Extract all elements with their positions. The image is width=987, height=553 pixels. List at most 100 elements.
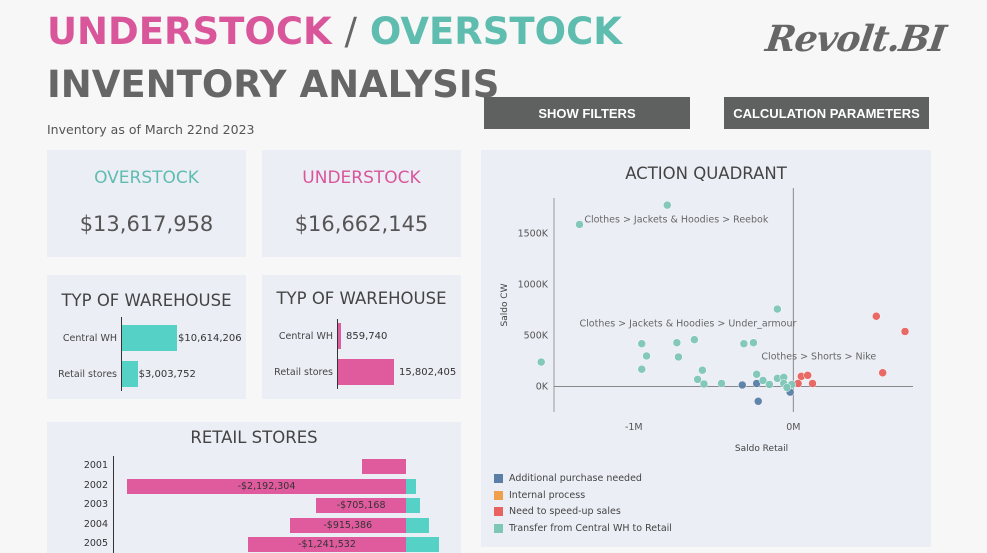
quadrant-data-point[interactable] xyxy=(693,375,702,384)
title-understock: UNDERSTOCK xyxy=(47,10,332,53)
legend-item[interactable]: Internal process xyxy=(494,490,585,501)
warehouse-understock-axis xyxy=(337,319,338,389)
title-overstock: OVERSTOCK xyxy=(369,10,622,53)
legend-swatch xyxy=(494,474,503,483)
dashboard-subtitle: INVENTORY ANALYSIS xyxy=(47,63,500,106)
warehouse-understock-value-retail: 15,802,405 xyxy=(399,367,457,378)
retail-stores-negative-bar[interactable] xyxy=(247,537,406,552)
retail-stores-positive-bar[interactable] xyxy=(406,537,440,552)
quadrant-data-point[interactable] xyxy=(536,357,546,367)
understock-kpi-label: UNDERSTOCK xyxy=(302,168,421,188)
retail-stores-title: RETAIL STORES xyxy=(190,428,318,447)
quadrant-y-axis-label: Saldo CW xyxy=(500,283,510,326)
warehouse-understock-value-central: 859,740 xyxy=(346,331,388,342)
legend-item[interactable]: Need to speed-up sales xyxy=(494,506,621,517)
quadrant-data-point[interactable] xyxy=(752,370,761,379)
brand-logo: Revolt.BI xyxy=(763,18,948,60)
quadrant-data-point[interactable] xyxy=(765,380,774,389)
overstock-kpi-label: OVERSTOCK xyxy=(94,168,199,188)
warehouse-understock-label-central: Central WH xyxy=(278,331,333,342)
quadrant-data-point[interactable] xyxy=(690,335,699,344)
retail-stores-year-label: 2005 xyxy=(83,538,108,549)
warehouse-understock-label-retail: Retail stores xyxy=(274,367,333,378)
retail-stores-positive-bar[interactable] xyxy=(406,478,417,494)
title-slash: / xyxy=(344,10,358,53)
quadrant-data-point[interactable] xyxy=(878,368,887,378)
quadrant-x-tick-label: -1M xyxy=(625,422,643,433)
quadrant-y-tick-label: 1500K xyxy=(518,229,549,240)
quadrant-data-point[interactable] xyxy=(717,379,726,388)
legend-label: Additional purchase needed xyxy=(509,473,642,484)
quadrant-data-point[interactable] xyxy=(782,383,792,392)
retail-stores-year-label: 2002 xyxy=(83,479,108,491)
warehouse-overstock-bar-central[interactable] xyxy=(122,325,177,351)
retail-stores-negative-bar[interactable] xyxy=(362,459,406,474)
warehouse-overstock-card: TYP OF WAREHOUSE Central WH Retail store… xyxy=(47,275,246,399)
quadrant-x-tick-label: 0M xyxy=(786,422,800,433)
retail-stores-axis xyxy=(113,456,114,553)
quadrant-data-point[interactable] xyxy=(803,371,812,380)
legend-item[interactable]: Transfer from Central WH to Retail xyxy=(494,523,672,534)
legend-item[interactable]: Additional purchase needed xyxy=(494,473,642,484)
quadrant-x-axis-label: Saldo Retail xyxy=(735,444,788,454)
quadrant-data-point[interactable] xyxy=(749,338,758,347)
quadrant-data-point[interactable] xyxy=(699,379,709,389)
calculation-parameters-button[interactable]: CALCULATION PARAMETERS xyxy=(724,97,929,129)
retail-stores-value-label: -$1,241,532 xyxy=(298,539,356,550)
quadrant-annotation: Clothes > Jackets & Hoodies > Reebok xyxy=(584,214,769,225)
legend-swatch xyxy=(494,490,503,500)
retail-stores-value-label: -$915,386 xyxy=(323,519,373,531)
quadrant-data-point[interactable] xyxy=(575,220,584,229)
quadrant-data-point[interactable] xyxy=(642,351,651,361)
quadrant-annotation: Clothes > Shorts > Nike xyxy=(761,352,876,363)
understock-kpi-value: $16,662,145 xyxy=(294,212,429,236)
quadrant-data-point[interactable] xyxy=(758,376,768,385)
warehouse-overstock-bar-retail[interactable] xyxy=(122,361,138,387)
quadrant-data-point[interactable] xyxy=(672,338,682,347)
action-quadrant-chart[interactable]: 0K 500K 1000K 1500K -1M 0M Saldo Retail Saldo C… xyxy=(481,150,931,460)
retail-stores-positive-bar[interactable] xyxy=(406,517,429,533)
quadrant-data-point[interactable] xyxy=(698,365,707,375)
action-quadrant-title: ACTION QUADRANT xyxy=(625,164,787,183)
quadrant-y-tick-label: 1000K xyxy=(518,280,549,291)
quadrant-data-point[interactable] xyxy=(739,339,749,348)
dashboard-title: UNDERSTOCK / OVERSTOCK xyxy=(47,10,622,53)
action-quadrant-card: ACTION QUADRANT 0K 500K 1000K 1500K -1M 0M Sal… xyxy=(481,150,931,547)
quadrant-data-point[interactable] xyxy=(637,339,647,348)
retail-stores-year-label: 2003 xyxy=(83,499,108,510)
quadrant-y-tick-label: 500K xyxy=(524,331,549,342)
quadrant-data-point[interactable] xyxy=(663,200,672,210)
warehouse-overstock-title: TYP OF WAREHOUSE xyxy=(61,291,232,310)
retail-stores-value-label: -$705,168 xyxy=(336,500,386,511)
understock-kpi-card[interactable]: UNDERSTOCK $16,662,145 xyxy=(262,150,461,257)
retail-stores-negative-bar[interactable] xyxy=(127,478,406,494)
retail-stores-negative-bar[interactable] xyxy=(289,517,406,533)
quadrant-data-point[interactable] xyxy=(773,304,782,314)
retail-stores-negative-bar[interactable] xyxy=(316,498,406,513)
warehouse-understock-bar-retail[interactable] xyxy=(338,359,394,385)
legend-label: Need to speed-up sales xyxy=(509,506,621,517)
warehouse-understock-title: TYP OF WAREHOUSE xyxy=(276,289,447,308)
quadrant-data-point[interactable] xyxy=(872,311,881,321)
quadrant-data-point[interactable] xyxy=(753,397,763,406)
warehouse-overstock-value-central: $10,614,206 xyxy=(178,333,242,344)
warehouse-overstock-label-central: Central WH xyxy=(62,333,117,344)
retail-stores-positive-bar[interactable] xyxy=(406,498,420,513)
quadrant-data-point[interactable] xyxy=(738,380,747,390)
warehouse-understock-bar-central[interactable] xyxy=(338,323,342,349)
overstock-kpi-card[interactable]: OVERSTOCK $13,617,958 xyxy=(47,150,246,257)
retail-stores-year-label: 2001 xyxy=(83,460,108,471)
show-filters-button[interactable]: SHOW FILTERS xyxy=(484,97,690,129)
warehouse-overstock-value-retail: $3,003,752 xyxy=(138,369,196,380)
legend-swatch xyxy=(494,523,503,533)
quadrant-data-point[interactable] xyxy=(808,379,817,388)
inventory-date: Inventory as of March 22nd 2023 xyxy=(47,122,255,137)
legend-label: Internal process xyxy=(509,489,586,501)
quadrant-annotation: Clothes > Jackets & Hoodies > Under_armo… xyxy=(580,318,797,329)
retail-stores-card: RETAIL STORES 2001 2002 -$2,192,304 2003 -$7… xyxy=(47,422,461,553)
retail-stores-value-label: -$2,192,304 xyxy=(237,480,296,492)
quadrant-data-point[interactable] xyxy=(637,364,647,374)
warehouse-overstock-axis xyxy=(121,317,122,391)
quadrant-data-point[interactable] xyxy=(900,327,910,336)
quadrant-data-point[interactable] xyxy=(674,352,683,362)
